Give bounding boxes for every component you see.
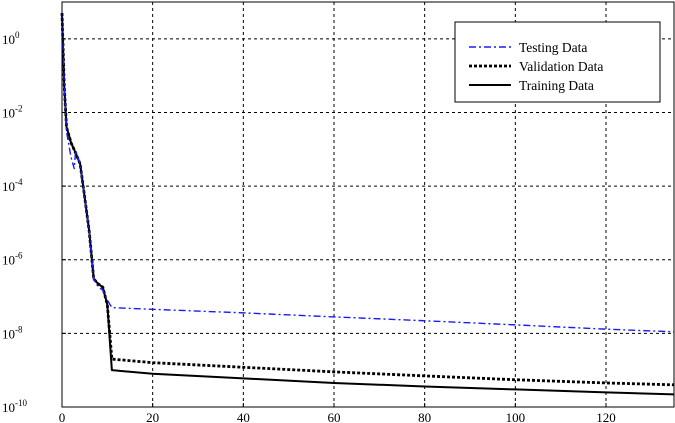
plot-frame (61, 1, 675, 408)
legend-label: Validation Data (519, 59, 603, 74)
grid-lines (62, 2, 674, 407)
series-line-testing-data (61, 13, 675, 333)
y-tick-label: 10-4 (2, 177, 23, 194)
axis-ticks: 0 20 40 60 80 100 120 100 10-2 10-4 10-6 10-8 10-10 (2, 30, 616, 423)
legend-label: Testing Data (519, 40, 587, 55)
x-tick-label: 100 (506, 410, 526, 423)
y-tick-label: 10-2 (2, 103, 23, 120)
x-tick-label: 0 (59, 410, 66, 423)
y-tick-label: 10-10 (2, 398, 27, 415)
series-line-validation-data (60, 13, 675, 387)
legend-label: Training Data (519, 78, 594, 93)
x-tick-label: 60 (328, 410, 341, 423)
legend-box (454, 21, 661, 103)
x-tick-label: 40 (237, 410, 250, 423)
x-tick-label: 120 (596, 410, 616, 423)
x-tick-label: 80 (418, 410, 431, 423)
y-tick-label: 100 (2, 30, 20, 47)
legend: Testing Data Validation Data Training Data (454, 21, 661, 103)
x-tick-label: 20 (146, 410, 159, 423)
y-tick-label: 10-8 (2, 324, 23, 341)
plot-series (60, 13, 675, 396)
y-tick-label: 10-6 (2, 251, 23, 268)
